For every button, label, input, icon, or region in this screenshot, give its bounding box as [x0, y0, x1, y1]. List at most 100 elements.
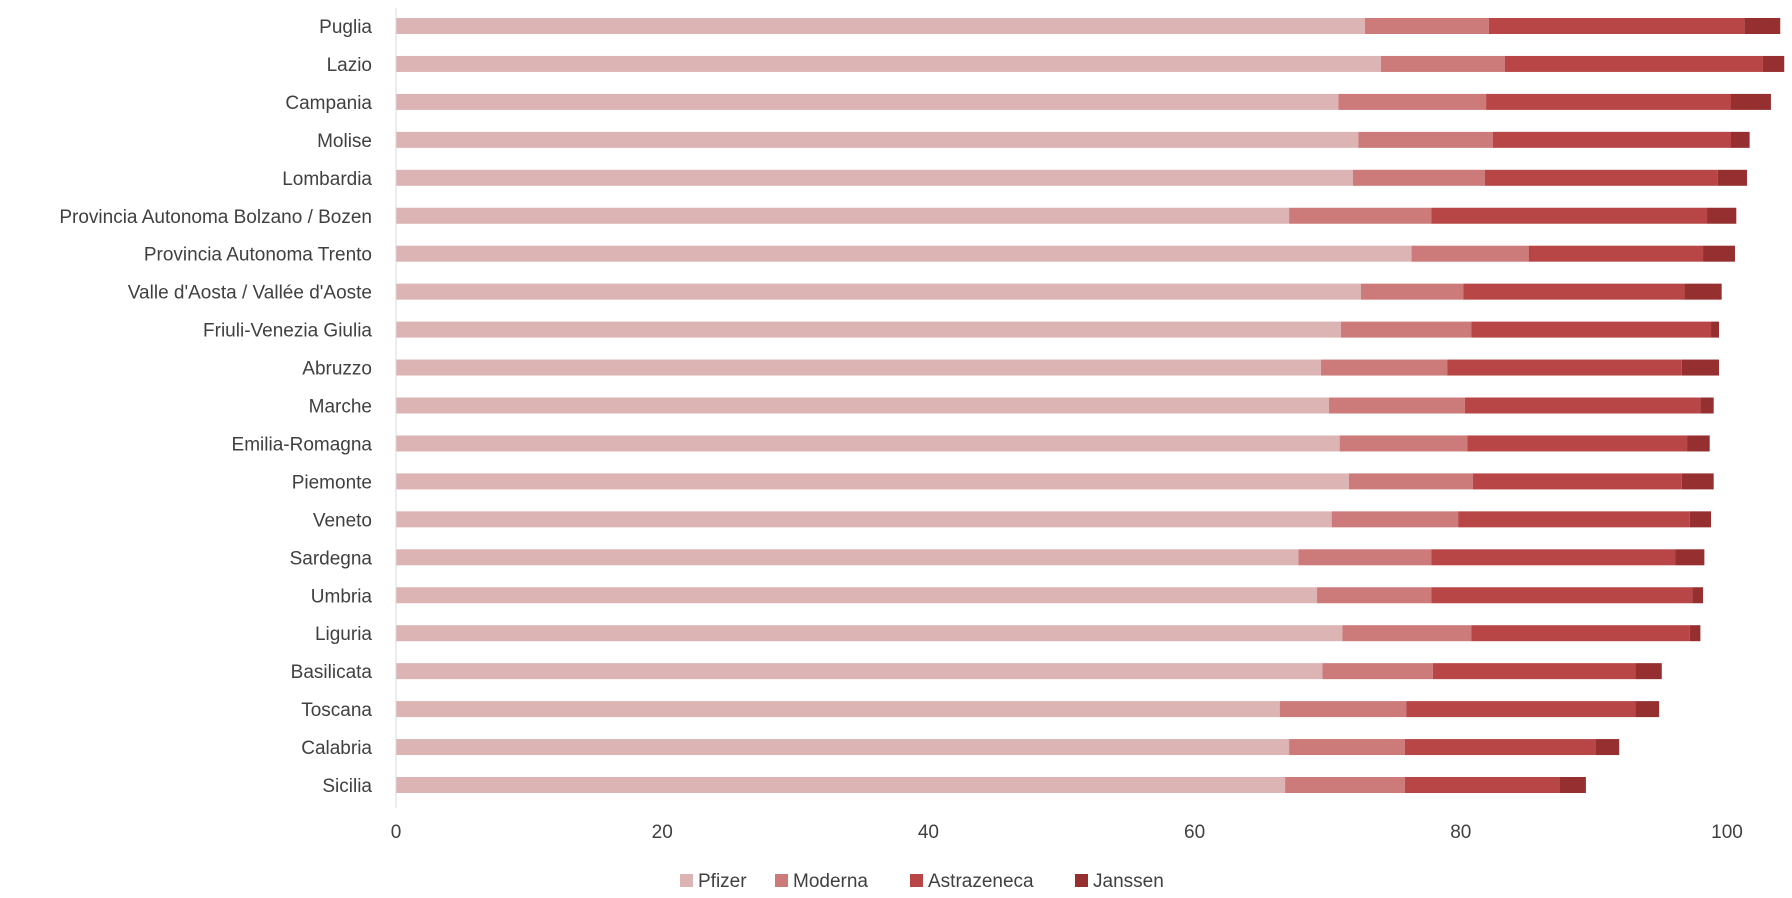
bar-segment-moderna [1321, 359, 1448, 376]
bar-segment-moderna [1411, 245, 1529, 262]
bar-segment-moderna [1298, 549, 1432, 566]
category-label: Molise [317, 131, 372, 152]
bar-segment-moderna [1358, 131, 1493, 148]
bar-segment-moderna [1329, 397, 1465, 414]
bar-segment-astrazeneca [1406, 701, 1636, 718]
category-label: Emilia-Romagna [232, 434, 373, 455]
bar-segment-janssen [1730, 131, 1750, 148]
bar-segment-moderna [1360, 283, 1464, 300]
bar-segment-janssen [1681, 473, 1714, 490]
bar-segment-pfizer [396, 359, 1322, 376]
category-label: Toscana [301, 700, 372, 721]
bar-segment-janssen [1684, 283, 1722, 300]
category-label: Puglia [319, 17, 372, 38]
category-label: Lombardia [282, 169, 372, 190]
bar-segment-moderna [1285, 777, 1405, 793]
category-label: Liguria [315, 624, 372, 645]
bar-segment-pfizer [396, 549, 1299, 566]
bars-layer [396, 18, 1785, 793]
bar-segment-janssen [1700, 397, 1714, 414]
bar-segment-janssen [1559, 777, 1586, 793]
bar-segment-astrazeneca [1492, 131, 1731, 148]
bar-segment-janssen [1711, 321, 1720, 338]
bar-segment-janssen [1675, 549, 1705, 566]
legend-swatch-pfizer [680, 874, 693, 887]
bar-segment-pfizer [396, 511, 1332, 528]
bar-segment-astrazeneca [1431, 549, 1676, 566]
bar-segment-astrazeneca [1404, 739, 1596, 756]
bar-segment-pfizer [396, 283, 1361, 300]
bar-segment-pfizer [396, 93, 1339, 110]
bar-segment-astrazeneca [1467, 435, 1688, 452]
bar-segment-janssen [1681, 359, 1720, 376]
bar-segment-moderna [1352, 169, 1485, 186]
bar-segment-janssen [1635, 701, 1660, 718]
bar-segment-janssen [1744, 18, 1781, 34]
bar-segment-astrazeneca [1488, 18, 1745, 34]
category-label: Valle d'Aosta / Vallée d'Aoste [128, 283, 372, 304]
bar-segment-astrazeneca [1404, 777, 1560, 793]
category-label: Umbria [311, 586, 373, 607]
bar-segment-moderna [1341, 321, 1472, 338]
bar-segment-pfizer [396, 625, 1343, 642]
x-tick-label: 40 [918, 822, 939, 843]
bar-segment-janssen [1595, 739, 1620, 756]
legend-swatch-moderna [775, 874, 788, 887]
bar-segment-pfizer [396, 55, 1381, 72]
bar-segment-astrazeneca [1484, 169, 1718, 186]
bar-segment-moderna [1279, 701, 1407, 718]
x-axis-ticks: 0 20 40 60 80 100 [391, 822, 1743, 843]
bar-segment-pfizer [396, 207, 1290, 224]
legend-label-pfizer: Pfizer [698, 871, 747, 892]
category-label: Sicilia [322, 776, 372, 797]
bar-segment-astrazeneca [1463, 283, 1685, 300]
category-label: Abruzzo [302, 359, 372, 380]
bar-segment-astrazeneca [1472, 473, 1682, 490]
bar-segment-pfizer [396, 397, 1330, 414]
bar-segment-pfizer [396, 18, 1365, 34]
bar-segment-pfizer [396, 587, 1318, 604]
bar-segment-astrazeneca [1528, 245, 1704, 262]
bar-segment-moderna [1331, 511, 1459, 528]
x-tick-label: 80 [1450, 822, 1471, 843]
bar-segment-astrazeneca [1464, 397, 1701, 414]
x-tick-label: 20 [652, 822, 673, 843]
bar-segment-pfizer [396, 245, 1412, 262]
bar-segment-janssen [1687, 435, 1710, 452]
category-label: Provincia Autonoma Bolzano / Bozen [59, 207, 372, 228]
category-label: Campania [285, 93, 372, 114]
legend: Pfizer Moderna Astrazeneca Janssen [680, 871, 1164, 892]
bar-segment-pfizer [396, 321, 1342, 338]
bar-segment-moderna [1322, 663, 1433, 680]
bar-segment-janssen [1689, 511, 1712, 528]
bar-segment-moderna [1342, 625, 1472, 642]
bar-segment-moderna [1364, 18, 1489, 34]
bar-segment-astrazeneca [1431, 207, 1708, 224]
category-label: Provincia Autonoma Trento [144, 245, 372, 266]
bar-segment-moderna [1289, 739, 1405, 756]
bar-segment-janssen [1762, 55, 1785, 72]
bar-segment-janssen [1707, 207, 1737, 224]
bar-segment-astrazeneca [1431, 587, 1693, 604]
legend-swatch-astrazeneca [910, 874, 923, 887]
bar-segment-pfizer [396, 473, 1349, 490]
x-tick-label: 0 [391, 822, 402, 843]
category-label: Lazio [327, 55, 372, 76]
bar-segment-pfizer [396, 739, 1290, 756]
bar-segment-janssen [1717, 169, 1747, 186]
category-label: Friuli-Venezia Giulia [203, 321, 372, 342]
category-label: Sardegna [290, 548, 373, 569]
bar-segment-janssen [1689, 625, 1701, 642]
bar-segment-pfizer [396, 777, 1286, 793]
bar-segment-moderna [1348, 473, 1473, 490]
bar-segment-astrazeneca [1458, 511, 1690, 528]
bar-segment-janssen [1692, 587, 1704, 604]
bar-segment-pfizer [396, 131, 1359, 148]
legend-swatch-janssen [1075, 874, 1088, 887]
bar-segment-janssen [1635, 663, 1662, 680]
legend-label-janssen: Janssen [1093, 871, 1164, 892]
bar-segment-astrazeneca [1447, 359, 1682, 376]
bar-segment-moderna [1338, 93, 1487, 110]
bar-segment-astrazeneca [1504, 55, 1763, 72]
